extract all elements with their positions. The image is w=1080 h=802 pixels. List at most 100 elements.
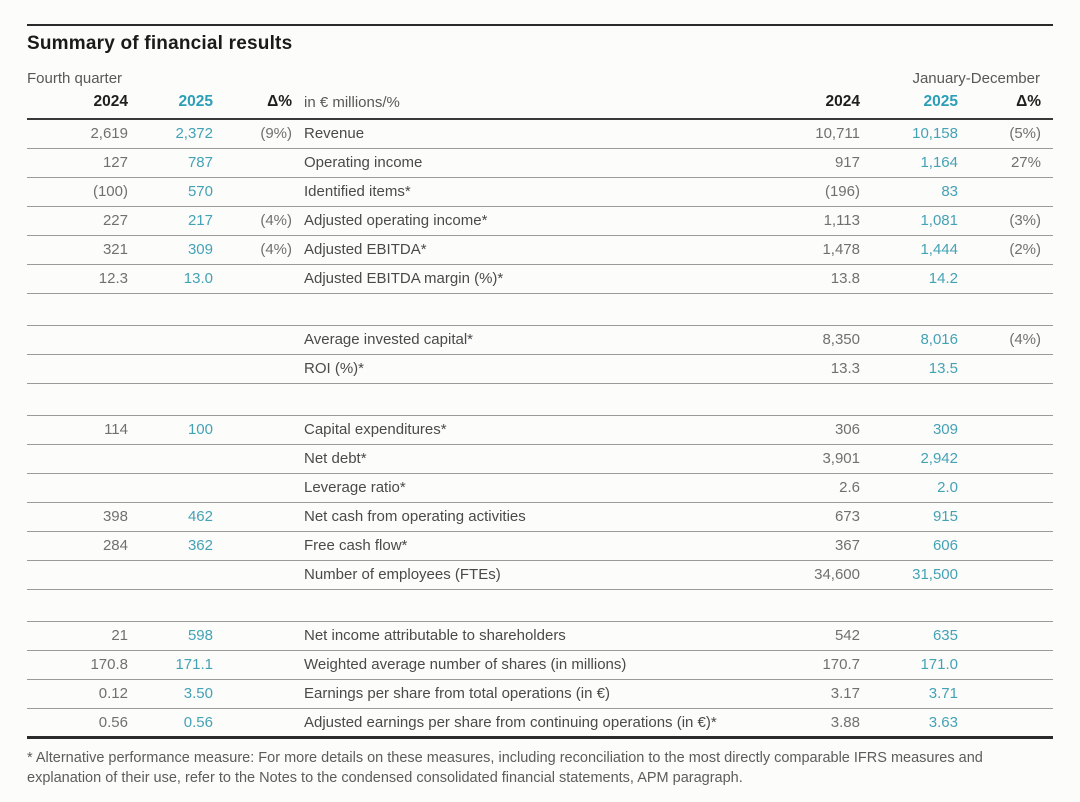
cell-jd-2025: 1,081 (860, 205, 958, 236)
cell-q4-2024: 114 (27, 414, 128, 445)
cell-q4-2025: 462 (128, 501, 213, 532)
cell-jd-2024: 10,711 (743, 118, 860, 149)
cell-q4-delta (213, 559, 292, 590)
cell-jd-2025: 635 (860, 620, 958, 651)
cell-q4-2025: 362 (128, 530, 213, 561)
table-row: 284 362 Free cash flow* 367 606 (27, 530, 1053, 561)
cell-jd-2025: 1,164 (860, 147, 958, 178)
spacer-cell (27, 589, 1053, 621)
spacer-row (27, 589, 1053, 621)
cell-metric-label: Adjusted earnings per share from continu… (292, 707, 743, 738)
cell-jd-2024: 673 (743, 501, 860, 532)
cell-metric-label: Free cash flow* (292, 530, 743, 561)
cell-jd-delta (958, 353, 1053, 384)
table-row: 398 462 Net cash from operating activities… (27, 501, 1053, 532)
cell-q4-2025: 13.0 (128, 263, 213, 294)
cell-q4-2025: 171.1 (128, 649, 213, 680)
cell-jd-delta (958, 530, 1053, 561)
cell-jd-delta (958, 176, 1053, 207)
cell-jd-delta (958, 472, 1053, 503)
cell-jd-delta (958, 559, 1053, 590)
cell-jd-2024: 13.8 (743, 263, 860, 294)
cell-q4-delta (213, 414, 292, 445)
table-row: (100) 570 Identified items* (196) 83 (27, 176, 1053, 207)
cell-jd-2025: 171.0 (860, 649, 958, 680)
table-row: 0.56 0.56 Adjusted earnings per share from… (27, 707, 1053, 738)
cell-q4-2025 (128, 472, 213, 503)
cell-jd-2025: 915 (860, 501, 958, 532)
cell-q4-2025 (128, 443, 213, 474)
cell-q4-delta (213, 147, 292, 178)
cell-jd-2024: 1,113 (743, 205, 860, 236)
cell-jd-2025: 31,500 (860, 559, 958, 590)
table-row: 12.3 13.0 Adjusted EBITDA margin (%)* 13.8 1… (27, 263, 1053, 294)
header-jd-2024: 2024 (743, 89, 860, 120)
cell-jd-2024: 2.6 (743, 472, 860, 503)
cell-jd-delta (958, 707, 1053, 738)
cell-jd-2025: 606 (860, 530, 958, 561)
cell-jd-2024: 542 (743, 620, 860, 651)
cell-q4-2024: (100) (27, 176, 128, 207)
cell-q4-2025 (128, 559, 213, 590)
page-title: Summary of financial results (27, 33, 293, 54)
cell-jd-2024: 8,350 (743, 324, 860, 355)
cell-q4-2024 (27, 443, 128, 474)
cell-q4-2025: 2,372 (128, 118, 213, 149)
table-row: 170.8 171.1 Weighted average number of sha… (27, 649, 1053, 680)
cell-jd-delta: (3%) (958, 205, 1053, 236)
cell-q4-delta (213, 324, 292, 355)
financial-summary-report: Summary of financial results Fourth quar… (27, 24, 1053, 788)
cell-jd-delta (958, 501, 1053, 532)
period-header-row: Fourth quarter January-December (27, 70, 1053, 87)
cell-q4-2024 (27, 324, 128, 355)
cell-jd-2024: (196) (743, 176, 860, 207)
cell-q4-delta (213, 501, 292, 532)
cell-q4-delta (213, 263, 292, 294)
cell-jd-2025: 13.5 (860, 353, 958, 384)
cell-jd-2024: 170.7 (743, 649, 860, 680)
cell-q4-delta (213, 678, 292, 709)
table-row: 127 787 Operating income 917 1,164 27% (27, 147, 1053, 178)
cell-q4-2025: 570 (128, 176, 213, 207)
cell-jd-2025: 14.2 (860, 263, 958, 294)
cell-q4-2025 (128, 324, 213, 355)
cell-jd-delta: (2%) (958, 234, 1053, 265)
cell-q4-2025: 100 (128, 414, 213, 445)
cell-q4-delta (213, 707, 292, 738)
cell-jd-2024: 1,478 (743, 234, 860, 265)
cell-metric-label: Adjusted operating income* (292, 205, 743, 236)
cell-metric-label: Earnings per share from total operations… (292, 678, 743, 709)
cell-q4-delta: (9%) (213, 118, 292, 149)
cell-q4-2024: 227 (27, 205, 128, 236)
header-jd-delta: Δ% (958, 89, 1053, 120)
cell-jd-2024: 367 (743, 530, 860, 561)
cell-q4-2024: 0.56 (27, 707, 128, 738)
cell-jd-2025: 83 (860, 176, 958, 207)
table-row: 114 100 Capital expenditures* 306 309 (27, 414, 1053, 445)
period-label-fourth-quarter: Fourth quarter (27, 70, 123, 87)
cell-jd-2025: 8,016 (860, 324, 958, 355)
cell-q4-delta (213, 176, 292, 207)
cell-jd-2025: 3.63 (860, 707, 958, 738)
spacer-cell (27, 293, 1053, 325)
cell-jd-2025: 309 (860, 414, 958, 445)
header-unit-label: in € millions/% (292, 89, 743, 120)
table-row: 21 598 Net income attributable to sharehol… (27, 620, 1053, 651)
spacer-cell (27, 383, 1053, 415)
apm-footnote: * Alternative performance measure: For m… (27, 749, 983, 786)
cell-q4-delta (213, 649, 292, 680)
cell-q4-2024: 12.3 (27, 263, 128, 294)
header-q4-delta: Δ% (213, 89, 292, 120)
cell-jd-2025: 2.0 (860, 472, 958, 503)
table-row: Leverage ratio* 2.6 2.0 (27, 472, 1053, 503)
cell-q4-2025: 3.50 (128, 678, 213, 709)
cell-q4-2025: 309 (128, 234, 213, 265)
cell-q4-2025: 598 (128, 620, 213, 651)
cell-q4-delta: (4%) (213, 205, 292, 236)
cell-q4-2024: 284 (27, 530, 128, 561)
spacer-row (27, 383, 1053, 415)
cell-metric-label: Leverage ratio* (292, 472, 743, 503)
cell-metric-label: Revenue (292, 118, 743, 149)
cell-q4-2024: 21 (27, 620, 128, 651)
table-row: ROI (%)* 13.3 13.5 (27, 353, 1053, 384)
